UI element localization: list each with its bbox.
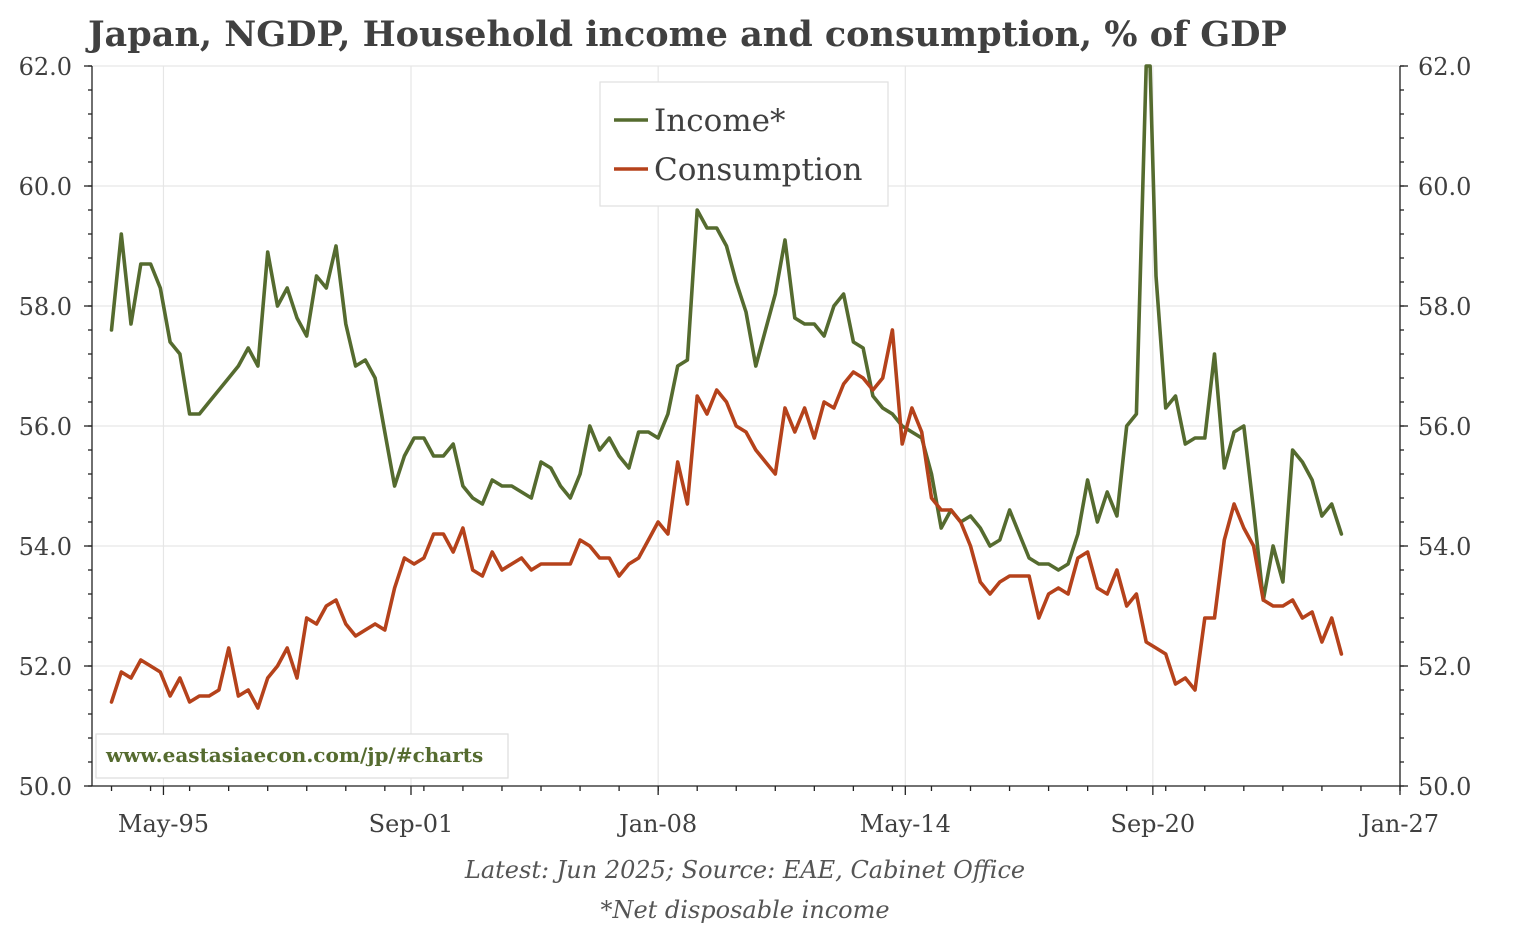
y-tick-label-right: 54.0	[1418, 533, 1471, 561]
y-tick-label-right: 62.0	[1418, 53, 1471, 81]
x-ticks: May-95 Sep-01 Jan-08 May-14 Sep-20 Jan-27	[110, 786, 1439, 838]
y-tick-label-left: 52.0	[19, 653, 72, 681]
x-tick-label: May-95	[118, 810, 209, 838]
x-tick-label: Sep-20	[1111, 810, 1196, 838]
y-tick-label-right: 58.0	[1418, 293, 1471, 321]
y-tick-label-left: 60.0	[19, 173, 72, 201]
y-tick-label-right: 50.0	[1418, 773, 1471, 801]
series-group	[109, 64, 1344, 710]
x-tick-label: Sep-01	[369, 810, 454, 838]
watermark-text: www.eastasiaecon.com/jp/#charts	[105, 743, 483, 767]
y-tick-label-left: 50.0	[19, 773, 72, 801]
watermark: www.eastasiaecon.com/jp/#charts	[95, 733, 509, 779]
x-tick-label: May-14	[860, 810, 951, 838]
series-line-income	[109, 64, 1344, 602]
y-tick-label-right: 52.0	[1418, 653, 1471, 681]
y-tick-label-left: 54.0	[19, 533, 72, 561]
x-tick-label: Jan-27	[1358, 810, 1439, 838]
watermark-box	[95, 733, 509, 779]
y-tick-label-right: 56.0	[1418, 413, 1471, 441]
footer-note: *Net disposable income	[600, 896, 889, 924]
y-tick-label-left: 58.0	[19, 293, 72, 321]
legend-label-consumption: Consumption	[654, 152, 862, 188]
x-tick-label: Jan-08	[616, 810, 697, 838]
y-tick-label-left: 62.0	[19, 53, 72, 81]
y-ticks: 50.0 50.0 52.0 52.0 54.0 54.0 56.0 56.0 58.0 58.0…	[19, 53, 1472, 801]
footer-source: Latest: Jun 2025; Source: EAE, Cabinet O…	[464, 856, 1025, 884]
legend-box	[599, 81, 889, 207]
legend-label-income: Income*	[654, 103, 785, 139]
series-line-consumption	[109, 328, 1344, 710]
y-tick-label-right: 60.0	[1418, 173, 1471, 201]
y-tick-label-left: 56.0	[19, 413, 72, 441]
chart-title: Japan, NGDP, Household income and consum…	[85, 14, 1287, 55]
legend: Income* Consumption	[599, 81, 889, 207]
